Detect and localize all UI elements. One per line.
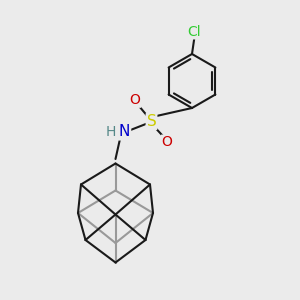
Text: O: O bbox=[162, 136, 172, 149]
Text: Cl: Cl bbox=[188, 25, 201, 38]
Text: S: S bbox=[147, 114, 156, 129]
Text: O: O bbox=[130, 93, 140, 107]
Text: H: H bbox=[105, 125, 116, 139]
Text: N: N bbox=[119, 124, 130, 140]
